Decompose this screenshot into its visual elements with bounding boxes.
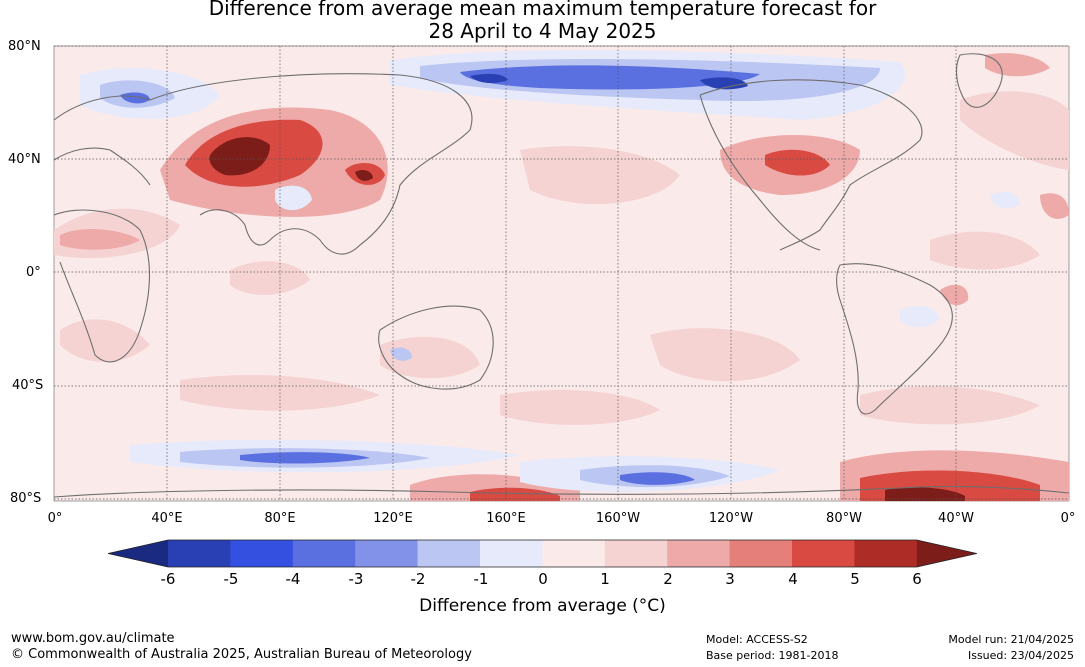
model-run-date: Model run: 21/04/2025 (948, 633, 1074, 646)
anomaly-region (885, 487, 965, 501)
colorbar-segment (168, 540, 231, 567)
colorbar-tick-label: -6 (160, 570, 176, 588)
lat-label-40s: 40°S (12, 378, 44, 393)
anomaly-region (209, 137, 270, 176)
colorbar-segment (542, 540, 606, 567)
lon-label-160w: 160°W (595, 511, 641, 526)
lat-label-40n: 40°N (8, 152, 41, 167)
lat-label-80s: 80°S (10, 491, 42, 506)
map-background (53, 45, 1070, 502)
model-name: Model: ACCESS-S2 (706, 633, 808, 646)
lon-label-80e: 80°E (264, 511, 296, 526)
colorbar-tick-label: -2 (410, 570, 426, 588)
anomaly-region (230, 261, 310, 295)
lon-label-40w: 40°W (938, 511, 974, 526)
anomaly-region (960, 91, 1069, 170)
colorbar-tick-label: -4 (285, 570, 301, 588)
anomaly-region (355, 170, 373, 181)
anomaly-region (500, 390, 660, 425)
lon-label-0-east: 0° (1060, 511, 1076, 526)
coastline-antarctica (53, 485, 1070, 498)
colorbar-tick-label: 1 (600, 570, 610, 588)
colorbar-segment (292, 540, 356, 567)
base-period: Base period: 1981-2018 (706, 649, 839, 662)
coastline-europe-africa (53, 95, 151, 363)
colorbar-tick-label: 6 (912, 570, 922, 588)
colorbar-extension-high (916, 540, 977, 567)
anomaly-region (930, 231, 1040, 270)
colorbar (107, 539, 977, 568)
website-url: www.bom.gov.au/climate (11, 631, 175, 646)
lat-label-0: 0° (26, 265, 41, 280)
anomaly-region (470, 73, 508, 84)
colorbar-tick-label: 5 (850, 570, 860, 588)
colorbar-segment (604, 540, 668, 567)
colorbar-tick-label: 0 (538, 570, 548, 588)
issued-date: Issued: 23/04/2025 (967, 649, 1074, 662)
colorbar-segment (480, 540, 543, 567)
colorbar-tick-label: 4 (788, 570, 798, 588)
anomaly-region (60, 319, 150, 362)
anomaly-region (460, 65, 760, 90)
anomaly-region (390, 347, 412, 361)
anomaly-minus-3-to-4-regions (120, 65, 760, 485)
anomaly-region (380, 336, 480, 379)
lon-label-40e: 40°E (151, 511, 183, 526)
colorbar-segment (729, 540, 793, 567)
coastline-north-america (699, 79, 923, 251)
anomaly-region (470, 487, 560, 501)
anomaly-region (1040, 193, 1069, 219)
lon-label-80w: 80°W (826, 511, 862, 526)
anomaly-region (240, 452, 370, 464)
colorbar-title: Difference from average (°C) (419, 596, 666, 616)
colorbar-outline (107, 539, 977, 568)
anomaly-minus-5-regions (470, 73, 748, 90)
colorbar-tick-label: -3 (348, 570, 364, 588)
colorbar-segment (355, 540, 419, 567)
coastline-south-america (836, 263, 953, 415)
colorbar-extension-low (108, 540, 168, 567)
anomaly-region (900, 306, 940, 328)
anomaly-region (120, 92, 150, 104)
anomaly-region (990, 191, 1020, 209)
anomaly-region (765, 149, 830, 176)
lon-label-160e: 160°E (486, 511, 526, 526)
map-title-line-1: Difference from average mean maximum tem… (208, 0, 877, 20)
coastline-australia (378, 305, 494, 390)
map-title-line-2: 28 April to 4 May 2025 (428, 19, 657, 43)
copyright-notice: © Commonwealth of Australia 2025, Austra… (11, 647, 472, 662)
graticule (54, 45, 1069, 501)
colorbar-tick-label: 3 (725, 570, 735, 588)
colorbar-tick-label: -5 (223, 570, 239, 588)
coastline-greenland (955, 53, 1003, 108)
coastlines (53, 53, 1070, 498)
colorbar-segment (854, 540, 918, 567)
anomaly-region (700, 77, 748, 90)
colorbar-segment (230, 540, 294, 567)
colorbar-tick-label: -1 (473, 570, 489, 588)
colorbar-segment (667, 540, 731, 567)
lon-label-120e: 120°E (373, 511, 413, 526)
lat-label-80n: 80°N (8, 39, 41, 54)
anomaly-region (985, 53, 1050, 77)
anomaly-region (275, 185, 312, 211)
colorbar-segment (792, 540, 855, 567)
colorbar-tick-label: 2 (663, 570, 673, 588)
anomaly-region (60, 228, 140, 250)
lon-label-120w: 120°W (708, 511, 754, 526)
anomaly-region (860, 386, 1040, 425)
lon-label-0: 0° (47, 511, 63, 526)
colorbar-segment (417, 540, 481, 567)
anomaly-region (520, 146, 680, 205)
anomaly-region (620, 472, 695, 485)
coastline-asia (149, 73, 473, 255)
anomaly-region (650, 328, 800, 382)
anomaly-above-6-regions (209, 137, 965, 501)
